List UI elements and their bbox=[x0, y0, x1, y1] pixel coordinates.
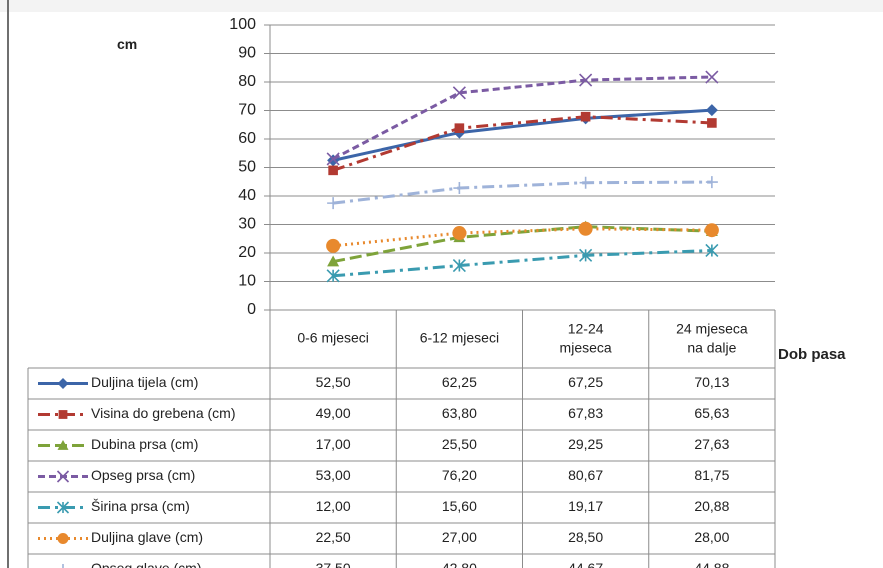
data-point bbox=[705, 176, 718, 189]
legend-key-marker bbox=[62, 564, 64, 568]
data-point bbox=[580, 111, 591, 122]
data-point bbox=[326, 152, 340, 166]
legend-key-marker bbox=[56, 501, 70, 514]
left-border bbox=[7, 0, 9, 568]
series-name-label: Opseg glave (cm) bbox=[91, 560, 201, 568]
data-point bbox=[453, 182, 466, 195]
y-tick-label: 70 bbox=[238, 102, 256, 119]
table-value-cell: 12,00 bbox=[316, 498, 351, 514]
data-point bbox=[452, 226, 467, 241]
y-tick-label: 60 bbox=[238, 130, 256, 147]
table-value-cell: 28,50 bbox=[568, 529, 603, 545]
series-line bbox=[332, 180, 712, 205]
table-value-cell: 27,63 bbox=[694, 436, 729, 452]
table-value-cell: 76,20 bbox=[442, 467, 477, 483]
legend-key-marker bbox=[57, 533, 69, 544]
y-tick-label: 80 bbox=[238, 73, 256, 90]
series-line bbox=[332, 75, 712, 161]
data-point bbox=[328, 165, 338, 176]
series-name-label: Opseg prsa (cm) bbox=[91, 467, 195, 483]
y-tick-label: 10 bbox=[238, 273, 256, 290]
series-name-label: Širina prsa (cm) bbox=[91, 498, 190, 514]
data-point bbox=[327, 197, 340, 210]
y-axis-unit-label: cm bbox=[117, 36, 138, 52]
data-point bbox=[705, 70, 719, 84]
data-point bbox=[705, 104, 718, 117]
data-point bbox=[454, 123, 465, 133]
y-tick-label: 20 bbox=[238, 244, 256, 261]
data-point bbox=[705, 243, 719, 258]
category-label: 12-24 bbox=[568, 321, 604, 337]
table-value-cell: 67,83 bbox=[568, 405, 603, 421]
y-tick-label: 90 bbox=[238, 45, 256, 62]
table-value-cell: 53,00 bbox=[316, 467, 351, 483]
top-band bbox=[0, 0, 883, 12]
table-value-cell: 44,88 bbox=[694, 560, 729, 568]
data-point bbox=[452, 258, 466, 273]
category-label: 0-6 mjeseci bbox=[297, 330, 369, 346]
series-line bbox=[333, 248, 712, 278]
data-point bbox=[327, 255, 340, 267]
series-name-label: Duljina glave (cm) bbox=[91, 529, 203, 545]
table-value-cell: 49,00 bbox=[316, 405, 351, 421]
data-point bbox=[579, 73, 593, 87]
y-tick-label: 40 bbox=[238, 187, 256, 204]
table-value-cell: 42,80 bbox=[442, 560, 477, 568]
data-point bbox=[452, 86, 466, 100]
table-value-cell: 27,00 bbox=[442, 529, 477, 545]
table-value-cell: 17,00 bbox=[316, 436, 351, 452]
category-label: 6-12 mjeseci bbox=[420, 330, 499, 346]
legend-key-marker bbox=[58, 410, 68, 419]
table-value-cell: 29,25 bbox=[568, 436, 603, 452]
table-value-cell: 62,25 bbox=[442, 374, 477, 390]
data-point bbox=[707, 118, 717, 128]
table-value-cell: 52,50 bbox=[316, 374, 351, 390]
table-value-cell: 25,50 bbox=[442, 436, 477, 452]
series-name-label: Visina do grebena (cm) bbox=[91, 405, 235, 421]
legend-key-marker bbox=[57, 440, 69, 450]
legend-key-marker bbox=[57, 378, 69, 389]
data-point bbox=[704, 223, 719, 238]
data-point bbox=[326, 238, 341, 253]
series-line bbox=[332, 225, 712, 264]
table-value-cell: 44,67 bbox=[568, 560, 603, 568]
legend-key-marker bbox=[56, 470, 70, 483]
y-tick-label: 50 bbox=[238, 159, 256, 176]
category-label: 24 mjeseca bbox=[676, 321, 748, 337]
data-point bbox=[579, 176, 592, 189]
data-point bbox=[326, 269, 340, 283]
table-value-cell: 70,13 bbox=[694, 374, 729, 390]
x-axis-title: Dob pasa bbox=[778, 346, 846, 363]
table-value-cell: 80,67 bbox=[568, 467, 603, 483]
category-label: na dalje bbox=[687, 340, 736, 356]
y-tick-label: 30 bbox=[238, 216, 256, 233]
table-value-cell: 63,80 bbox=[442, 405, 477, 421]
table-value-cell: 37,50 bbox=[316, 560, 351, 568]
series-name-label: Duljina tijela (cm) bbox=[91, 374, 198, 390]
table-value-cell: 67,25 bbox=[568, 374, 603, 390]
table-value-cell: 81,75 bbox=[694, 467, 729, 483]
y-tick-label: 100 bbox=[229, 16, 256, 33]
data-point bbox=[578, 221, 593, 236]
table-value-cell: 28,00 bbox=[694, 529, 729, 545]
table-value-cell: 22,50 bbox=[316, 529, 351, 545]
y-tick-label: 0 bbox=[247, 301, 256, 318]
category-label: mjeseca bbox=[560, 340, 612, 356]
series-name-label: Dubina prsa (cm) bbox=[91, 436, 198, 452]
data-point bbox=[579, 248, 593, 262]
series-line bbox=[332, 108, 712, 162]
table-value-cell: 15,60 bbox=[442, 498, 477, 514]
table-value-cell: 19,17 bbox=[568, 498, 603, 514]
table-value-cell: 65,63 bbox=[694, 405, 729, 421]
table-value-cell: 20,88 bbox=[694, 498, 729, 514]
